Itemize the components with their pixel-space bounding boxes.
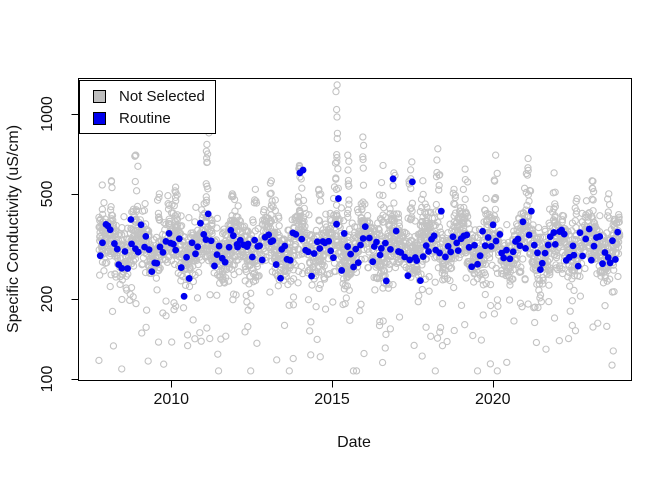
y-tick-label: 100: [39, 365, 56, 393]
legend-swatch-gray-icon: [93, 89, 106, 103]
legend-swatch-blue-icon: [93, 111, 106, 125]
y-axis-title: Specific Conductivity (uS/cm): [5, 124, 22, 334]
y-tick-label: 200: [39, 285, 56, 313]
legend-item-not-selected: Not Selected: [93, 87, 215, 106]
y-tick-label: 500: [39, 180, 56, 208]
legend-item-routine: Routine: [93, 109, 215, 128]
legend-label-not-selected: Not Selected: [119, 87, 205, 105]
legend: Not Selected Routine: [79, 80, 216, 134]
x-axis-title: Date: [337, 434, 371, 451]
legend-label-routine: Routine: [119, 109, 171, 127]
y-tick-label: 1000: [39, 96, 56, 132]
x-tick-label: 2010: [153, 391, 190, 408]
x-tick-label: 2020: [474, 391, 511, 408]
x-tick-label: 2015: [314, 391, 350, 408]
